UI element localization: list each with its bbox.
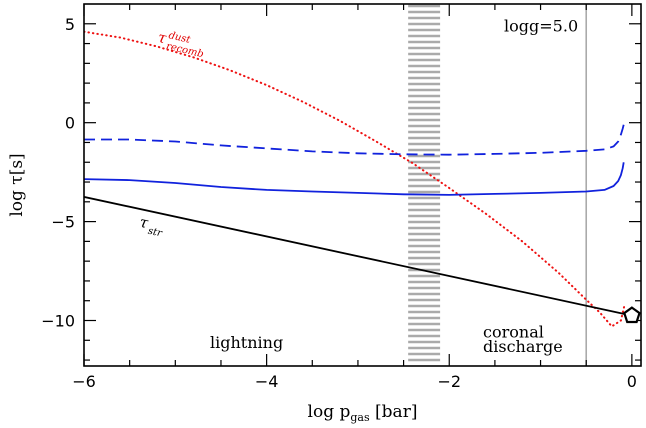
- y-tick-label: −10: [41, 312, 75, 331]
- series-tau-upper-dashed: [84, 124, 625, 156]
- x-tick-label: −2: [437, 372, 461, 391]
- tick-labels: −6 −4 −2 0 5 0 −5 −10: [41, 15, 637, 391]
- annotation-tau-str-label-sub: str: [147, 226, 164, 240]
- annotation-tau-dust-sup: dust: [167, 30, 192, 46]
- annotation-logg: logg=5.0: [504, 17, 578, 36]
- series-group: [84, 30, 633, 328]
- y-axis-label: log τ[s]: [7, 153, 27, 216]
- pressure-band: [408, 4, 588, 366]
- y-tick-label: 0: [65, 114, 75, 133]
- series-tau-str: [84, 196, 633, 317]
- x-tick-label: −4: [255, 372, 279, 391]
- y-tick-label: −5: [51, 213, 75, 232]
- x-tick-label: 0: [627, 372, 637, 391]
- series-tau-dust-recomb: [84, 30, 626, 328]
- x-axis-label: log pgas [bar]: [308, 402, 418, 424]
- x-axis-label-unit: [bar]: [370, 402, 418, 422]
- axis-ticks: [83, 4, 641, 366]
- y-tick-label: 5: [65, 15, 75, 34]
- x-axis-label-main: log p: [308, 402, 351, 422]
- annotation-lightning: lightning: [210, 333, 283, 352]
- x-axis-label-sub: gas: [350, 411, 370, 424]
- x-tick-label: −6: [72, 372, 96, 391]
- series-tau-lower-solid: [84, 162, 625, 196]
- annotation-discharge: discharge: [483, 337, 563, 356]
- annotation-coronal: coronal: [483, 322, 544, 341]
- pentagon-marker: [623, 306, 641, 324]
- plot-frame: [83, 3, 642, 367]
